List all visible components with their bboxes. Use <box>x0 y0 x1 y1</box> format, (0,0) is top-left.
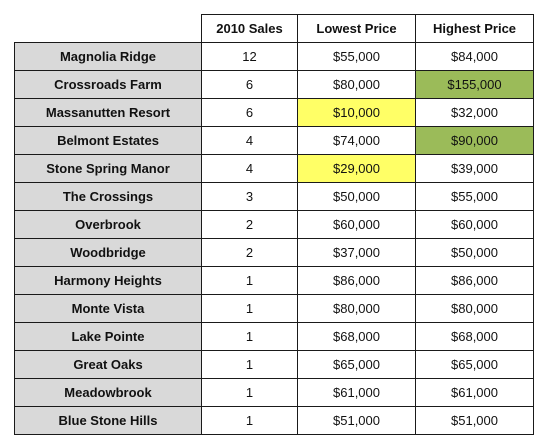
community-name-cell[interactable]: Monte Vista <box>14 294 202 323</box>
sales-count-cell[interactable]: 1 <box>201 294 298 323</box>
highest-price-cell[interactable]: $51,000 <box>415 406 534 435</box>
sales-count-cell[interactable]: 1 <box>201 406 298 435</box>
table-row: Monte Vista 1 $80,000 $80,000 <box>14 294 534 323</box>
sales-count-cell[interactable]: 2 <box>201 238 298 267</box>
header-highest-price[interactable]: Highest Price <box>415 14 534 43</box>
highest-price-cell[interactable]: $32,000 <box>415 98 534 127</box>
highest-price-cell[interactable]: $60,000 <box>415 210 534 239</box>
community-name-cell[interactable]: Meadowbrook <box>14 378 202 407</box>
table-row: Massanutten Resort 6 $10,000 $32,000 <box>14 98 534 127</box>
table-row: Harmony Heights 1 $86,000 $86,000 <box>14 266 534 295</box>
highest-price-cell[interactable]: $90,000 <box>415 126 534 155</box>
sales-count-cell[interactable]: 6 <box>201 98 298 127</box>
table-row: Blue Stone Hills 1 $51,000 $51,000 <box>14 406 534 435</box>
header-lowest-price[interactable]: Lowest Price <box>297 14 416 43</box>
sales-count-cell[interactable]: 4 <box>201 126 298 155</box>
lowest-price-cell[interactable]: $55,000 <box>297 42 416 71</box>
table-row: Overbrook 2 $60,000 $60,000 <box>14 210 534 239</box>
lowest-price-cell[interactable]: $29,000 <box>297 154 416 183</box>
sales-count-cell[interactable]: 3 <box>201 182 298 211</box>
community-name-cell[interactable]: Woodbridge <box>14 238 202 267</box>
community-name-cell[interactable]: Great Oaks <box>14 350 202 379</box>
lowest-price-cell[interactable]: $74,000 <box>297 126 416 155</box>
lowest-price-cell[interactable]: $68,000 <box>297 322 416 351</box>
table-row: Stone Spring Manor 4 $29,000 $39,000 <box>14 154 534 183</box>
sales-count-cell[interactable]: 6 <box>201 70 298 99</box>
community-name-cell[interactable]: Massanutten Resort <box>14 98 202 127</box>
highest-price-cell[interactable]: $155,000 <box>415 70 534 99</box>
table-row: Meadowbrook 1 $61,000 $61,000 <box>14 378 534 407</box>
table-row: Magnolia Ridge 12 $55,000 $84,000 <box>14 42 534 71</box>
highest-price-cell[interactable]: $68,000 <box>415 322 534 351</box>
table-row: Woodbridge 2 $37,000 $50,000 <box>14 238 534 267</box>
highest-price-cell[interactable]: $50,000 <box>415 238 534 267</box>
table-row: Crossroads Farm 6 $80,000 $155,000 <box>14 70 534 99</box>
lowest-price-cell[interactable]: $60,000 <box>297 210 416 239</box>
community-name-cell[interactable]: Overbrook <box>14 210 202 239</box>
highest-price-cell[interactable]: $55,000 <box>415 182 534 211</box>
sales-count-cell[interactable]: 1 <box>201 266 298 295</box>
community-name-cell[interactable]: Lake Pointe <box>14 322 202 351</box>
community-name-cell[interactable]: Magnolia Ridge <box>14 42 202 71</box>
sales-count-cell[interactable]: 1 <box>201 378 298 407</box>
table-header: 2010 Sales Lowest Price Highest Price <box>14 14 534 43</box>
sales-table: 2010 Sales Lowest Price Highest Price Ma… <box>14 14 534 435</box>
table-body: Magnolia Ridge 12 $55,000 $84,000 Crossroads… <box>14 42 534 435</box>
community-name-cell[interactable]: Blue Stone Hills <box>14 406 202 435</box>
community-name-cell[interactable]: Crossroads Farm <box>14 70 202 99</box>
highest-price-cell[interactable]: $84,000 <box>415 42 534 71</box>
lowest-price-cell[interactable]: $61,000 <box>297 378 416 407</box>
community-name-cell[interactable]: Stone Spring Manor <box>14 154 202 183</box>
lowest-price-cell[interactable]: $51,000 <box>297 406 416 435</box>
community-name-cell[interactable]: Belmont Estates <box>14 126 202 155</box>
highest-price-cell[interactable]: $65,000 <box>415 350 534 379</box>
sales-count-cell[interactable]: 12 <box>201 42 298 71</box>
lowest-price-cell[interactable]: $86,000 <box>297 266 416 295</box>
community-name-cell[interactable]: Harmony Heights <box>14 266 202 295</box>
sales-count-cell[interactable]: 1 <box>201 350 298 379</box>
sales-count-cell[interactable]: 4 <box>201 154 298 183</box>
table-row: Great Oaks 1 $65,000 $65,000 <box>14 350 534 379</box>
header-row: 2010 Sales Lowest Price Highest Price <box>14 14 534 43</box>
lowest-price-cell[interactable]: $10,000 <box>297 98 416 127</box>
sales-count-cell[interactable]: 1 <box>201 322 298 351</box>
header-sales[interactable]: 2010 Sales <box>201 14 298 43</box>
highest-price-cell[interactable]: $80,000 <box>415 294 534 323</box>
highest-price-cell[interactable]: $39,000 <box>415 154 534 183</box>
corner-cell <box>14 14 202 43</box>
table-row: Lake Pointe 1 $68,000 $68,000 <box>14 322 534 351</box>
lowest-price-cell[interactable]: $65,000 <box>297 350 416 379</box>
lowest-price-cell[interactable]: $80,000 <box>297 70 416 99</box>
highest-price-cell[interactable]: $86,000 <box>415 266 534 295</box>
sales-count-cell[interactable]: 2 <box>201 210 298 239</box>
lowest-price-cell[interactable]: $50,000 <box>297 182 416 211</box>
sales-table-container: 2010 Sales Lowest Price Highest Price Ma… <box>14 14 534 435</box>
lowest-price-cell[interactable]: $37,000 <box>297 238 416 267</box>
community-name-cell[interactable]: The Crossings <box>14 182 202 211</box>
table-row: The Crossings 3 $50,000 $55,000 <box>14 182 534 211</box>
table-row: Belmont Estates 4 $74,000 $90,000 <box>14 126 534 155</box>
lowest-price-cell[interactable]: $80,000 <box>297 294 416 323</box>
highest-price-cell[interactable]: $61,000 <box>415 378 534 407</box>
